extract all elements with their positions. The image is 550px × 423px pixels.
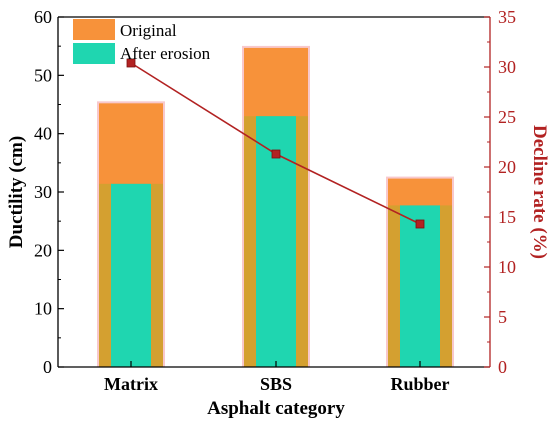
decline-rate-point-matrix xyxy=(126,58,136,68)
y-tick-label: 20 xyxy=(34,240,52,260)
legend: Original After erosion xyxy=(73,19,211,64)
y2-tick-label: 5 xyxy=(498,307,507,327)
axes-layer: 0 10 20 30 40 50 60 0 5 10 15 20 25 30 35 Matrix SBS Rubb… xyxy=(6,7,550,419)
y2-tick-label: 25 xyxy=(498,107,516,127)
x-axis-title: Asphalt category xyxy=(207,398,345,419)
y-axis-title: Ductility (cm) xyxy=(6,136,27,248)
decline-rate-point-sbs xyxy=(271,149,281,159)
y2-tick-label: 0 xyxy=(498,357,507,377)
y-tick-label: 40 xyxy=(34,124,52,144)
y2-axis-title: Decline rate (%) xyxy=(529,125,550,259)
y-tick-label: 10 xyxy=(34,299,52,319)
legend-label-original: Original xyxy=(120,21,177,40)
y-tick-label: 0 xyxy=(43,357,52,377)
y-tick-label: 50 xyxy=(34,65,52,85)
legend-label-after-erosion: After erosion xyxy=(120,44,211,63)
y-tick-label: 30 xyxy=(34,182,52,202)
decline-line-layer xyxy=(126,58,425,229)
x-tick-label: Matrix xyxy=(104,374,158,394)
y2-tick-label: 10 xyxy=(498,257,516,277)
y2-tick-label: 20 xyxy=(498,157,516,177)
x-tick-label: Rubber xyxy=(390,374,449,394)
bar-after-erosion-matrix xyxy=(111,183,151,367)
bar-after-erosion-rubber xyxy=(400,205,440,367)
y2-tick-label: 35 xyxy=(498,7,516,27)
y2-tick-label: 15 xyxy=(498,207,516,227)
y2-tick-label: 30 xyxy=(498,57,516,77)
legend-swatch-original xyxy=(73,19,115,40)
x-tick-label: SBS xyxy=(260,374,292,394)
decline-rate-point-rubber xyxy=(415,219,425,229)
y-tick-label: 60 xyxy=(34,7,52,27)
legend-swatch-after-erosion xyxy=(73,43,115,64)
bars-layer xyxy=(97,45,454,368)
